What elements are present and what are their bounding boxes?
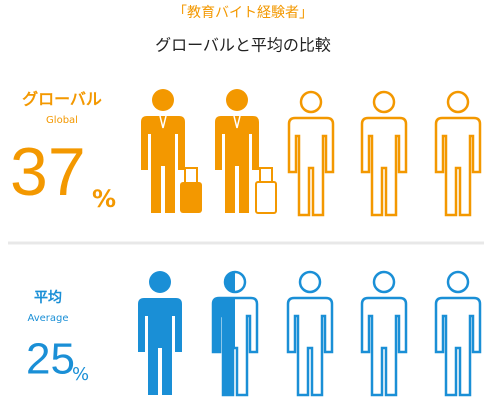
person-outline [360, 90, 408, 217]
group-unit: % [72, 364, 89, 385]
person-outline [360, 270, 408, 397]
person-filled [141, 89, 202, 213]
icons-global [141, 89, 482, 217]
group-value: 37 [10, 134, 86, 210]
title: 「教育バイト経験者」 [173, 5, 313, 21]
icons-average [138, 270, 482, 397]
group-value: 25 [26, 335, 75, 384]
person-half [211, 270, 259, 397]
person-outline [287, 90, 335, 217]
person-outline [434, 90, 482, 217]
group-sublabel: Global [46, 115, 78, 126]
person-outline [286, 270, 334, 397]
subtitle: グローバルと平均の比較 [155, 36, 331, 55]
person-outline [434, 270, 482, 397]
group-unit: % [92, 185, 116, 213]
group-label: グローバル [22, 90, 102, 109]
person-filled [215, 89, 277, 214]
group-sublabel: Average [27, 313, 68, 324]
person-filled [138, 271, 182, 395]
group-label: 平均 [34, 289, 62, 306]
